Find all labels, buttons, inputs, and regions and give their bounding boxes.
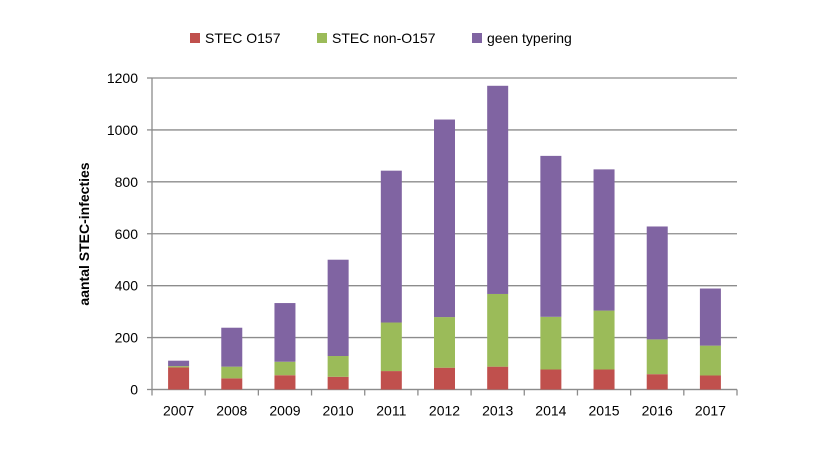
bar-geen-typering-2012 [434, 119, 455, 318]
bar-stec-non-o157-2009 [274, 361, 296, 376]
legend-label: STEC non-O157 [332, 30, 436, 46]
bar-stec-o157-2017 [699, 375, 721, 390]
x-tick-label: 2016 [642, 403, 673, 419]
y-tick-label: 400 [115, 278, 139, 294]
y-tick-label: 1000 [107, 122, 138, 138]
x-tick-label: 2010 [323, 403, 354, 419]
bar-geen-typering-2014 [540, 155, 562, 317]
bar-geen-typering-2015 [593, 169, 615, 311]
bar-stec-non-o157-2017 [699, 345, 721, 376]
bar-stec-non-o157-2010 [327, 356, 349, 377]
bar-stec-non-o157-2011 [380, 322, 402, 372]
bar-stec-o157-2014 [540, 369, 562, 390]
x-tick-label: 2007 [163, 403, 194, 419]
bar-geen-typering-2016 [646, 226, 668, 340]
bar-stec-o157-2015 [593, 369, 615, 390]
x-tick-label: 2014 [535, 403, 566, 419]
x-tick-label: 2017 [695, 403, 726, 419]
bar-stec-o157-2007 [168, 367, 190, 390]
x-tick-label: 2013 [482, 403, 513, 419]
bar-stec-o157-2012 [434, 367, 455, 390]
bar-stec-non-o157-2016 [646, 339, 668, 375]
bar-stec-non-o157-2008 [221, 366, 243, 379]
y-tick-label: 800 [115, 174, 139, 190]
legend-label: STEC O157 [205, 30, 281, 46]
y-tick-label: 0 [130, 382, 138, 398]
x-tick-label: 2012 [429, 403, 460, 419]
bar-stec-o157-2010 [327, 376, 349, 390]
bar-geen-typering-2017 [699, 288, 721, 346]
bar-stec-o157-2016 [646, 374, 668, 390]
bar-stec-o157-2013 [487, 366, 509, 390]
legend-swatch [472, 33, 482, 43]
x-tick-label: 2008 [216, 403, 247, 419]
x-tick-label: 2015 [588, 403, 619, 419]
bar-geen-typering-2010 [327, 259, 349, 357]
bar-geen-typering-2009 [274, 303, 296, 362]
bar-stec-non-o157-2013 [487, 293, 509, 367]
y-axis-title: aantal STEC-infecties [76, 162, 92, 306]
legend-swatch [317, 33, 327, 43]
bar-stec-non-o157-2014 [540, 316, 562, 370]
bar-stec-non-o157-2015 [593, 310, 615, 370]
bar-stec-non-o157-2007 [168, 366, 190, 368]
x-tick-label: 2011 [376, 403, 406, 419]
bar-stec-o157-2008 [221, 378, 243, 390]
legend-label: geen typering [487, 30, 572, 46]
x-tick-label: 2009 [269, 403, 300, 419]
y-tick-label: 1200 [107, 70, 138, 86]
bar-stec-o157-2011 [380, 371, 402, 390]
y-tick-label: 600 [115, 226, 139, 242]
bar-geen-typering-2007 [168, 360, 190, 367]
bar-geen-typering-2013 [487, 85, 509, 294]
bar-stec-non-o157-2012 [434, 317, 455, 368]
y-tick-label: 200 [115, 330, 139, 346]
legend-swatch [190, 33, 200, 43]
bar-geen-typering-2011 [380, 170, 402, 323]
bar-geen-typering-2008 [221, 327, 243, 367]
bar-stec-o157-2009 [274, 375, 296, 390]
